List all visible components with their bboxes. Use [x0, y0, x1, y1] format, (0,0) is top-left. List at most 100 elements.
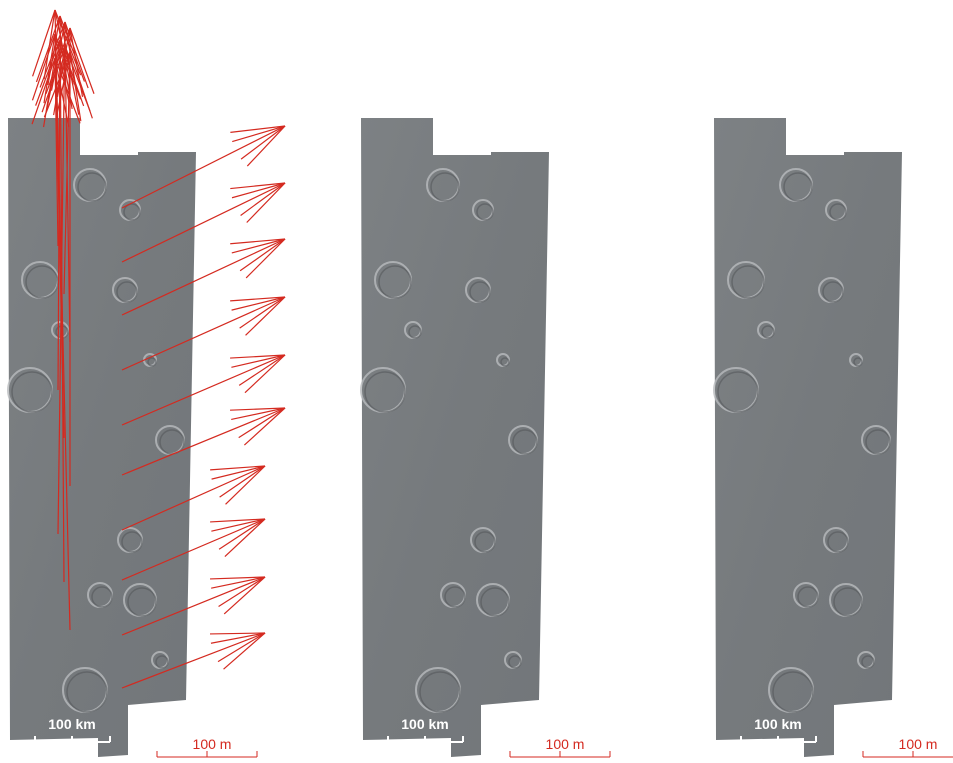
vector-head — [246, 125, 286, 167]
vector-head — [246, 182, 286, 223]
vector-line — [57, 21, 66, 535]
vector-head — [230, 182, 286, 190]
crater-shadow — [761, 325, 775, 339]
vector-head — [209, 632, 266, 635]
vector-head — [239, 296, 286, 329]
terrain-image — [361, 118, 549, 757]
vector-head — [46, 39, 61, 109]
vector-head — [31, 57, 56, 125]
crater-shadow — [11, 371, 53, 413]
panel: 100 km 100 m — [713, 118, 953, 758]
crater-shadow — [508, 655, 522, 669]
crater-shadow — [822, 281, 844, 303]
vector-line — [63, 51, 71, 295]
vector-head — [230, 296, 286, 302]
crater-shadow — [444, 586, 466, 608]
vector-head — [35, 15, 61, 83]
vector-head — [230, 125, 286, 133]
vector-head — [41, 45, 66, 113]
vector-head — [238, 407, 286, 439]
crater-shadow — [116, 281, 138, 303]
crater-shadow — [853, 357, 863, 367]
vector-head — [32, 9, 56, 77]
vector-head — [223, 576, 266, 615]
crater-shadow — [500, 357, 510, 367]
vector-line — [121, 125, 286, 209]
crater-shadow — [717, 371, 759, 413]
vector-line — [121, 407, 286, 476]
vector-head — [39, 21, 66, 88]
vector-line — [121, 238, 286, 316]
vector-head — [230, 407, 286, 411]
crater-shadow — [430, 172, 460, 202]
crater-shadow — [731, 265, 765, 299]
vector-head — [69, 51, 82, 122]
vector-head — [240, 182, 286, 216]
vector-line — [59, 15, 65, 583]
vector-head — [211, 576, 266, 589]
vector-head — [240, 125, 286, 160]
vector-head — [69, 27, 95, 94]
crater-shadow — [66, 671, 108, 713]
crater-shadow — [419, 671, 461, 713]
crater-shadow — [77, 172, 107, 202]
vector-head — [244, 354, 286, 394]
vector-head — [230, 354, 286, 359]
vector-head — [245, 238, 286, 279]
crater-shadow — [91, 586, 113, 608]
vector-line — [54, 57, 59, 247]
crater-shadow — [783, 172, 813, 202]
vector-line — [121, 518, 266, 581]
vector-head — [210, 518, 266, 523]
vector-line — [121, 465, 266, 531]
m-scale-label: 100 m — [193, 736, 232, 752]
vector-line — [121, 296, 286, 371]
vector-line — [57, 39, 61, 391]
vector-head — [69, 51, 93, 119]
vector-head — [45, 27, 71, 94]
crater-shadow — [476, 203, 494, 221]
vector-head — [232, 125, 286, 143]
vector-head — [239, 238, 286, 272]
crater-shadow — [480, 587, 510, 617]
km-scale-label: 100 km — [754, 716, 801, 732]
vector-head — [43, 51, 71, 118]
vector-head — [54, 57, 81, 124]
crater-shadow — [364, 371, 406, 413]
vector-head — [231, 238, 286, 254]
crater-shadow — [155, 655, 169, 669]
vector-line — [121, 182, 286, 263]
vector-line — [64, 45, 71, 343]
crater-shadow — [147, 357, 157, 367]
vector-head — [224, 518, 266, 558]
vector-head — [218, 518, 266, 550]
vector-head — [245, 296, 286, 336]
vector-line — [121, 576, 266, 636]
terrain-image — [714, 118, 902, 757]
crater-shadow — [121, 531, 143, 553]
vector-head — [42, 57, 56, 128]
vector-head — [219, 465, 266, 498]
vector-head — [223, 632, 266, 670]
vector-head — [210, 465, 266, 471]
crater-shadow — [469, 281, 491, 303]
crater-shadow — [512, 429, 538, 455]
crater-shadow — [865, 429, 891, 455]
vector-line — [121, 354, 286, 426]
m-scale-label: 100 m — [899, 736, 938, 752]
vector-line — [121, 632, 266, 689]
vector-head — [211, 465, 266, 480]
vector-head — [211, 518, 266, 532]
crater-shadow — [408, 325, 422, 339]
vector-head — [210, 632, 266, 644]
terrain-image — [8, 118, 196, 757]
vector-head — [231, 182, 286, 199]
vector-head — [54, 57, 70, 127]
km-scale-label: 100 km — [48, 716, 95, 732]
crater-shadow — [378, 265, 412, 299]
vector-head — [238, 354, 286, 386]
vector-head — [217, 632, 266, 663]
crater-shadow — [861, 655, 875, 669]
vector-head — [231, 296, 286, 311]
